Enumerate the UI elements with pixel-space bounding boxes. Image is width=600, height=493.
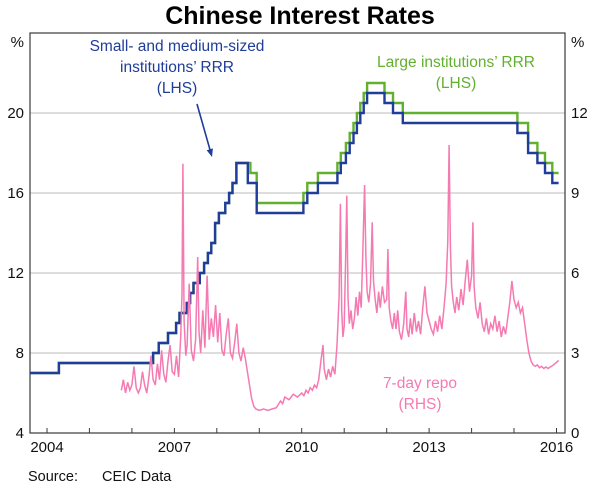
annotation-large-rrr-label: Large institutions’ RRR	[377, 54, 535, 71]
source-label: Source:	[28, 469, 78, 485]
annotation-small-medium-rrr-label: institutions’ RRR	[120, 59, 234, 76]
right-axis-label: 6	[571, 265, 579, 282]
series-line-large-rrr	[30, 81, 559, 375]
annotation-arrowhead-small-medium-rrr-label	[206, 148, 213, 157]
right-axis-unit: %	[571, 34, 584, 51]
source-value: CEIC Data	[101, 469, 172, 485]
annotation-large-rrr-label: (LHS)	[436, 75, 476, 92]
right-axis-label: 9	[571, 185, 579, 202]
left-axis-label: 20	[7, 105, 24, 122]
left-axis-unit: %	[11, 34, 24, 51]
left-axis-label: 4	[16, 425, 24, 442]
x-axis-label: 2007	[158, 439, 191, 456]
source-note: Source: CEIC Data	[28, 469, 171, 485]
x-axis-label: 2010	[285, 439, 318, 456]
chart-title: Chinese Interest Rates	[165, 2, 435, 30]
right-axis-label: 0	[571, 425, 579, 442]
annotation-small-medium-rrr-label: Small- and medium-sized	[90, 38, 265, 55]
annotation-arrow-small-medium-rrr-label	[196, 103, 212, 152]
annotation-small-medium-rrr-label: (LHS)	[157, 80, 197, 97]
left-axis-label: 16	[7, 185, 24, 202]
right-axis-label: 3	[571, 345, 579, 362]
series-line-seven-day-repo	[120, 144, 560, 412]
x-axis-label: 2013	[412, 439, 445, 456]
left-axis-label: 8	[16, 345, 24, 362]
series-line-small-medium-rrr	[30, 91, 559, 375]
right-axis-label: 12	[571, 105, 588, 122]
annotation-seven-day-repo-label: (RHS)	[398, 396, 441, 413]
plot-frame	[29, 32, 566, 434]
annotation-seven-day-repo-label: 7-day repo	[383, 375, 457, 392]
x-axis-label: 2004	[30, 439, 63, 456]
x-axis-label: 2016	[540, 439, 573, 456]
left-axis-label: 12	[7, 265, 24, 282]
